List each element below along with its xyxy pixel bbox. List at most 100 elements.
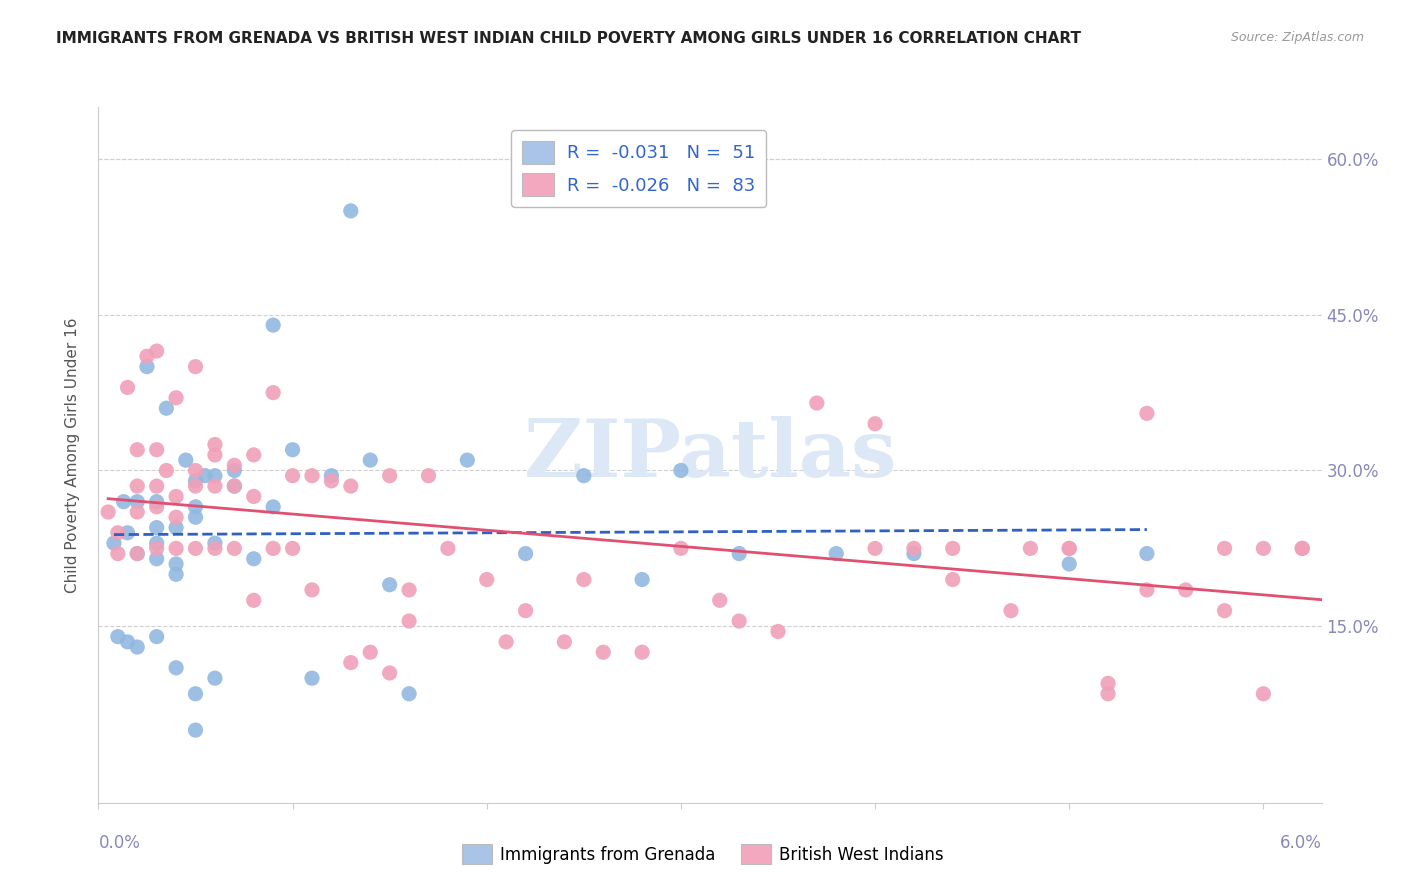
Point [1097, 687, 1119, 701]
Point [631, 573, 654, 587]
Point [1097, 676, 1119, 690]
Point [806, 396, 828, 410]
Point [127, 547, 149, 561]
Point [515, 547, 537, 561]
Point [242, 490, 264, 504]
Point [1136, 406, 1159, 420]
Point [728, 547, 751, 561]
Point [204, 437, 226, 451]
Text: 6.0%: 6.0% [1279, 834, 1322, 852]
Point [378, 578, 401, 592]
Point [224, 479, 246, 493]
Point [224, 458, 246, 473]
Point [204, 448, 226, 462]
Point [262, 500, 284, 514]
Point [145, 630, 167, 644]
Point [359, 645, 381, 659]
Point [863, 541, 886, 556]
Point [359, 453, 381, 467]
Point [553, 635, 575, 649]
Point [495, 635, 517, 649]
Point [165, 541, 187, 556]
Point [1057, 557, 1080, 571]
Point [340, 479, 363, 493]
Point [281, 541, 304, 556]
Point [145, 520, 167, 534]
Point [378, 665, 401, 680]
Point [127, 547, 149, 561]
Point [145, 494, 167, 508]
Point [194, 468, 217, 483]
Point [515, 604, 537, 618]
Point [107, 547, 129, 561]
Point [145, 344, 167, 359]
Point [942, 573, 965, 587]
Point [301, 468, 323, 483]
Point [112, 494, 135, 508]
Point [165, 391, 187, 405]
Point [863, 417, 886, 431]
Point [418, 468, 440, 483]
Point [475, 573, 498, 587]
Point [184, 510, 207, 524]
Point [184, 541, 207, 556]
Point [262, 318, 284, 332]
Point [456, 453, 478, 467]
Point [117, 380, 139, 394]
Point [1253, 541, 1275, 556]
Point [437, 541, 460, 556]
Point [204, 468, 226, 483]
Point [1291, 541, 1313, 556]
Point [592, 645, 614, 659]
Point [669, 463, 692, 477]
Point [184, 500, 207, 514]
Point [127, 505, 149, 519]
Point [174, 453, 197, 467]
Point [155, 463, 177, 477]
Point [1057, 541, 1080, 556]
Point [204, 671, 226, 685]
Point [825, 547, 848, 561]
Point [184, 474, 207, 488]
Point [184, 463, 207, 477]
Point [281, 442, 304, 457]
Text: 0.0%: 0.0% [98, 834, 141, 852]
Point [165, 557, 187, 571]
Point [184, 479, 207, 493]
Point [1057, 541, 1080, 556]
Point [127, 640, 149, 654]
Point [204, 536, 226, 550]
Point [127, 479, 149, 493]
Point [145, 500, 167, 514]
Point [1330, 541, 1353, 556]
Point [321, 468, 343, 483]
Point [127, 442, 149, 457]
Point [1019, 541, 1042, 556]
Text: ZIPatlas: ZIPatlas [524, 416, 896, 494]
Point [281, 468, 304, 483]
Point [242, 551, 264, 566]
Point [145, 551, 167, 566]
Point [136, 359, 159, 374]
Point [165, 567, 187, 582]
Point [1136, 547, 1159, 561]
Legend: Immigrants from Grenada, British West Indians: Immigrants from Grenada, British West In… [456, 838, 950, 871]
Point [766, 624, 789, 639]
Point [398, 582, 420, 597]
Point [1330, 541, 1353, 556]
Point [903, 547, 925, 561]
Point [107, 630, 129, 644]
Point [145, 479, 167, 493]
Point [224, 479, 246, 493]
Point [1291, 541, 1313, 556]
Point [145, 541, 167, 556]
Point [321, 474, 343, 488]
Point [1253, 687, 1275, 701]
Point [184, 687, 207, 701]
Point [709, 593, 731, 607]
Point [1000, 604, 1022, 618]
Point [136, 349, 159, 363]
Point [340, 203, 363, 218]
Point [398, 614, 420, 628]
Point [224, 541, 246, 556]
